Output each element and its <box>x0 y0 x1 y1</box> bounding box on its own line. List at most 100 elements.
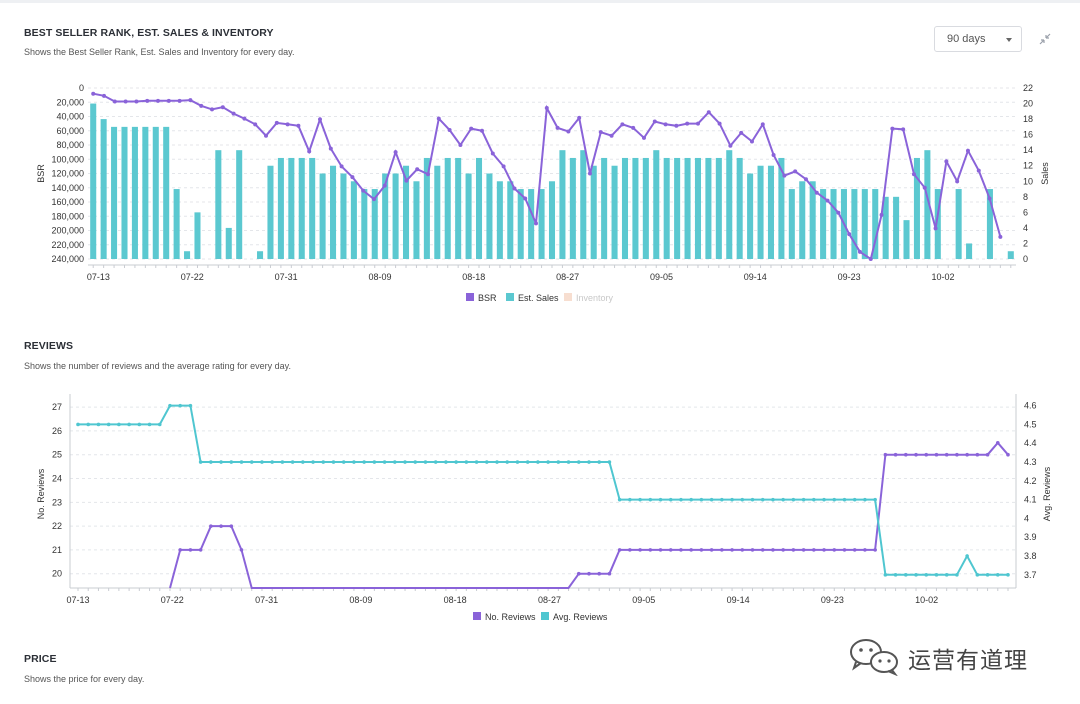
avg-reviews-point <box>505 460 510 464</box>
sales-bar <box>580 150 587 259</box>
bsr-point <box>361 188 366 193</box>
bsr-point <box>533 221 538 226</box>
reviews-point <box>904 452 908 457</box>
bsr-point <box>857 249 862 254</box>
bsr-point <box>566 129 571 134</box>
sales-bar <box>966 243 973 259</box>
sales-axis-tick-label: 22 <box>1023 83 1033 93</box>
avg-reviews-point <box>975 573 980 577</box>
bsr-point <box>674 123 679 128</box>
x-axis-tick-label: 07-13 <box>87 272 110 282</box>
x-axis-tick-label: 08-09 <box>368 272 391 282</box>
avg-reviews-point <box>495 460 499 464</box>
avg-reviews-point <box>801 497 806 502</box>
bsr-point <box>825 198 830 203</box>
reviews-point <box>689 548 693 552</box>
avg-reviews-point <box>76 422 80 427</box>
bsr-point <box>458 143 463 147</box>
sales-bar <box>611 165 618 259</box>
bsr-point <box>728 143 733 148</box>
bsr-axis-tick-label: 140,000 <box>51 183 84 193</box>
reviews-point <box>893 452 898 457</box>
sales-bar <box>788 189 795 259</box>
avg-reviews-point <box>720 497 724 502</box>
bsr-axis-tick-label: 0 <box>79 83 84 93</box>
sales-bar <box>267 165 274 259</box>
sales-bar <box>257 251 264 259</box>
avg-reviews-point <box>1006 573 1010 577</box>
reviews-axis-label: No. Reviews <box>36 468 46 519</box>
reviews-axis-tick-label: 26 <box>52 426 62 436</box>
sales-bar <box>674 157 681 259</box>
bsr-point <box>490 151 495 156</box>
wechat-icon <box>850 639 899 677</box>
bsr-point <box>166 98 171 103</box>
legend-swatch <box>473 612 481 620</box>
sales-bar <box>423 157 430 259</box>
avg-reviews-point <box>985 573 990 577</box>
avg-reviews-point <box>760 497 765 502</box>
bsr-point <box>393 150 398 155</box>
bsr-point <box>987 196 992 201</box>
avg-reviews-point <box>474 460 479 464</box>
sales-bar <box>392 173 399 259</box>
reviews-point <box>188 548 193 552</box>
avg-reviews-point <box>219 460 223 464</box>
reviews-point <box>740 548 745 552</box>
sales-bar <box>924 150 931 259</box>
sales-bar <box>642 157 649 259</box>
avg-reviews-point <box>832 497 837 502</box>
bsr-point <box>955 179 960 184</box>
avg-reviews-point <box>229 460 234 464</box>
sales-bar <box>184 251 191 259</box>
bsr-point <box>156 98 161 103</box>
bsr-point <box>922 185 927 190</box>
avg-reviews-point <box>536 460 540 464</box>
reviews-point <box>229 524 234 528</box>
bsr-point <box>469 126 474 131</box>
sales-axis-tick-label: 0 <box>1023 254 1028 264</box>
reviews-point <box>720 548 724 552</box>
avg-reviews-point <box>955 573 959 577</box>
reviews-point <box>597 571 602 576</box>
bsr-section-title: BEST SELLER RANK, EST. SALES & INVENTORY <box>24 27 274 39</box>
avg-reviews-point <box>157 422 162 427</box>
range-select[interactable]: 90 days <box>934 26 1022 52</box>
sales-bar <box>319 173 326 259</box>
reviews-section-subtitle: Shows the number of reviews and the aver… <box>24 361 291 371</box>
avg-reviews-point <box>995 573 1000 577</box>
reviews-point <box>995 441 1000 445</box>
reviews-axis-tick-label: 21 <box>52 545 62 555</box>
bsr-point <box>307 149 312 154</box>
avg-reviews-point <box>290 460 295 464</box>
sales-bar <box>778 157 785 259</box>
avg-reviews-point <box>362 460 366 464</box>
sales-bar <box>361 189 368 259</box>
collapse-icon[interactable] <box>1038 32 1052 46</box>
avg-reviews-point <box>914 573 918 577</box>
avg-reviews-point <box>904 573 908 577</box>
avg-reviews-point <box>393 460 397 464</box>
avg-reviews-point <box>178 403 182 408</box>
x-axis-tick-label: 08-27 <box>538 595 561 605</box>
bsr-point <box>587 171 592 176</box>
bsr-axis-label: BSR <box>36 164 46 183</box>
sales-bar <box>736 157 743 259</box>
bsr-point <box>479 128 484 133</box>
avg-reviews-point <box>658 497 663 502</box>
sales-bar <box>330 165 337 259</box>
bsr-point <box>382 183 387 188</box>
reviews-point <box>638 548 642 552</box>
reviews-point <box>873 548 877 552</box>
avg-reviews-point <box>628 497 632 502</box>
reviews-point <box>760 548 765 552</box>
bsr-point <box>523 196 528 201</box>
sales-bar <box>413 181 420 259</box>
avg-reviews-point <box>239 460 244 464</box>
x-axis-tick-label: 08-18 <box>462 272 485 282</box>
avg-reviews-point <box>168 403 172 408</box>
reviews-point <box>209 524 213 528</box>
bsr-axis-tick-label: 120,000 <box>51 169 84 179</box>
reviews-point <box>914 452 918 457</box>
avg-axis-tick-label: 3.8 <box>1024 551 1037 561</box>
